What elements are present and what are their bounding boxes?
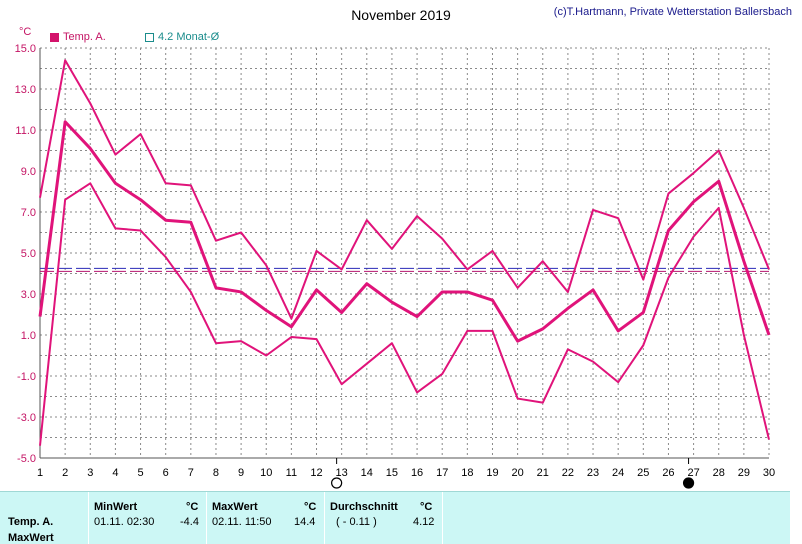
max-value: 14.4 bbox=[294, 516, 316, 528]
x-tick-label: 14 bbox=[361, 467, 373, 479]
avg-unit: °C bbox=[420, 501, 433, 513]
max-when: 02.11. 11:50 bbox=[212, 516, 272, 528]
x-tick-label: 18 bbox=[461, 467, 473, 479]
divider bbox=[206, 492, 207, 544]
y-tick-label: 1.0 bbox=[21, 330, 36, 342]
x-tick-label: 25 bbox=[637, 467, 649, 479]
x-tick-label: 13 bbox=[336, 467, 348, 479]
y-tick-label: 15.0 bbox=[15, 43, 36, 55]
y-tick-label: 5.0 bbox=[21, 248, 36, 260]
series-line-max bbox=[39, 59, 770, 320]
y-tick-label: 9.0 bbox=[21, 166, 36, 178]
full-moon-icon bbox=[331, 477, 343, 489]
x-tick-label: 11 bbox=[286, 467, 297, 479]
y-tick-label: 11.0 bbox=[15, 125, 36, 137]
x-tick-label: 23 bbox=[587, 467, 599, 479]
min-header: MinWert bbox=[94, 501, 138, 513]
min-when: 01.11. 02:30 bbox=[94, 516, 155, 528]
x-tick-labels: 1 2 3 4 5 6 7 8 9 10 11 12 13 14 15 16 17 18 19 20 21 22 23 24 2… bbox=[37, 467, 775, 479]
x-tick-label: 20 bbox=[511, 467, 523, 479]
max-header: MaxWert bbox=[212, 501, 258, 513]
chart-title: November 2019 bbox=[351, 7, 451, 23]
legend-series-swatch bbox=[50, 32, 59, 42]
legend-series: Temp. A. bbox=[50, 31, 106, 43]
x-tick-label: 10 bbox=[260, 467, 272, 479]
y-tick-label: 13.0 bbox=[15, 84, 36, 96]
x-tick-label: 29 bbox=[738, 467, 750, 479]
monthly-mean-lines bbox=[40, 267, 769, 272]
x-tick-label: 16 bbox=[411, 467, 423, 479]
y-axis-unit: °C bbox=[19, 26, 32, 38]
summary-table: Temp. A. MaxWert MinWert °C 01.11. 02:30… bbox=[0, 491, 790, 544]
row-label: Temp. A. bbox=[8, 516, 54, 528]
series-line-avg bbox=[38, 120, 771, 343]
x-tick-label: 4 bbox=[112, 467, 118, 479]
x-tick-label: 6 bbox=[163, 467, 169, 479]
divider bbox=[88, 492, 89, 544]
y-tick-label: -5.0 bbox=[17, 453, 36, 465]
min-value: -4.4 bbox=[180, 516, 199, 528]
x-tick-label: 2 bbox=[62, 467, 68, 479]
divider bbox=[442, 492, 443, 544]
x-tick-label: 22 bbox=[562, 467, 574, 479]
moon-phase-markers bbox=[331, 458, 695, 489]
y-tick-label: 3.0 bbox=[21, 289, 36, 301]
x-tick-label: 1 bbox=[37, 467, 43, 479]
row-label-2: MaxWert bbox=[8, 532, 54, 544]
x-tick-label: 8 bbox=[213, 467, 219, 479]
new-moon-icon bbox=[682, 477, 695, 489]
x-tick-label: 17 bbox=[436, 467, 448, 479]
divider bbox=[324, 492, 325, 544]
x-tick-label: 12 bbox=[310, 467, 322, 479]
x-tick-label: 26 bbox=[662, 467, 674, 479]
y-tick-labels: -5.0 -3.0 -1.0 1.0 3.0 5.0 7.0 9.0 11.0 13.0 15.0 bbox=[15, 43, 36, 465]
x-tick-label: 15 bbox=[386, 467, 398, 479]
x-tick-label: 5 bbox=[137, 467, 143, 479]
x-tick-label: 9 bbox=[238, 467, 244, 479]
temperature-chart: -5.0-3.0-1.01.03.05.07.09.011.013.015.0 … bbox=[15, 43, 775, 489]
series-line-min bbox=[39, 182, 770, 446]
x-tick-label: 19 bbox=[486, 467, 498, 479]
avg-value: 4.12 bbox=[413, 516, 435, 528]
x-tick-label: 24 bbox=[612, 467, 624, 479]
x-tick-label: 3 bbox=[87, 467, 93, 479]
chart-grid bbox=[39, 47, 770, 459]
max-unit: °C bbox=[304, 501, 317, 513]
series-lines bbox=[38, 59, 771, 446]
credit-text: (c)T.Hartmann, Private Wetterstation Bal… bbox=[553, 6, 792, 18]
x-tick-label: 21 bbox=[537, 467, 549, 479]
x-tick-label: 7 bbox=[188, 467, 194, 479]
legend-mean: 4.2 Monat-Ø bbox=[145, 31, 219, 43]
x-tick-label: 27 bbox=[687, 467, 699, 479]
min-unit: °C bbox=[186, 501, 199, 513]
x-tick-label: 28 bbox=[713, 467, 725, 479]
legend-mean-swatch bbox=[145, 32, 154, 42]
avg-note: ( - 0.11 ) bbox=[336, 516, 377, 528]
legend-mean-label: 4.2 Monat-Ø bbox=[158, 31, 220, 43]
avg-header: Durchschnitt bbox=[330, 501, 398, 513]
legend-series-label: Temp. A. bbox=[63, 31, 106, 43]
x-tick-label: 30 bbox=[763, 467, 775, 479]
chart-axes bbox=[39, 48, 769, 459]
y-tick-label: 7.0 bbox=[21, 207, 36, 219]
y-tick-label: -3.0 bbox=[17, 412, 36, 424]
y-tick-label: -1.0 bbox=[17, 371, 36, 383]
